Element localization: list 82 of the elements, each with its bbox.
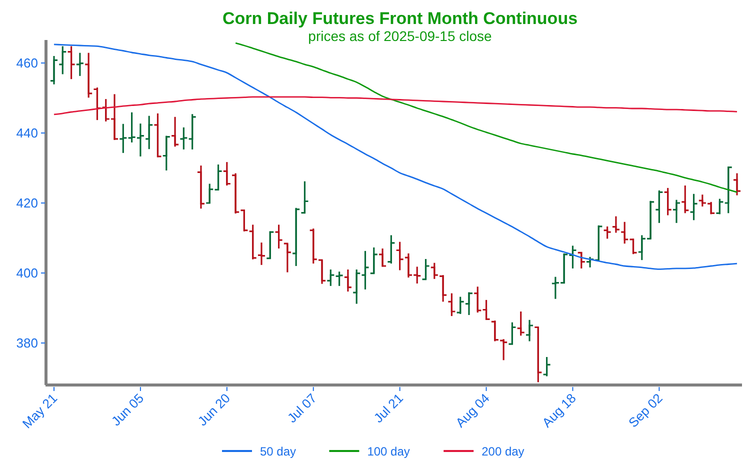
candlestick [162,135,171,172]
candlestick [386,234,396,264]
candlestick [516,310,526,336]
candlestick [326,268,335,287]
candlestick [586,256,594,268]
y-tick-label: 380 [16,336,38,350]
chart-subtitle: prices as of 2025-09-15 close [308,28,492,44]
candlestick [58,45,67,75]
candlestick [542,356,552,378]
candlestick [50,55,58,86]
candlestick [352,268,361,305]
candlestick [525,319,534,342]
candlestick [620,221,629,244]
candlestick [508,322,517,345]
legend-label: 100 day [367,444,410,458]
candlestick [680,184,690,214]
x-tick-label: Jun 05 [108,390,147,429]
candlestick [370,246,378,274]
candlestick [715,198,724,215]
candlestick [170,116,180,148]
candlestick [672,199,681,224]
line-series [53,96,738,116]
candlestick [724,166,733,214]
candlestick [689,193,698,221]
candlestick [266,230,274,260]
candlestick [603,226,612,240]
candlestick [188,113,197,150]
candlestick [153,112,162,158]
candlestick [378,248,387,268]
candlestick [283,242,292,274]
candlestick [464,291,474,316]
candlestick [214,164,223,192]
candlestick [654,190,664,224]
x-tick-label: Aug 04 [452,390,492,430]
candlestick [231,172,240,214]
candlestick [360,250,370,290]
x-tick-label: Jul 07 [284,390,320,426]
candlestick [274,224,284,250]
candlestick [222,161,232,186]
candlestick [335,270,344,287]
candlestick [594,224,603,261]
candlestick [257,242,266,266]
candlestick [144,115,154,150]
candlestick [92,86,102,121]
candlestick [456,296,465,315]
candlestick [421,258,430,280]
candlestick [248,224,258,260]
chart-title: Corn Daily Futures Front Month Continuous [222,9,578,28]
candlestick [196,164,206,210]
candlestick [118,123,128,154]
candlestick [84,52,93,98]
x-tick-label: Aug 18 [539,390,579,430]
y-tick-label: 460 [16,56,38,70]
x-tick-label: Jun 20 [194,390,234,429]
y-tick-label: 440 [16,126,38,140]
candlestick [577,251,586,270]
x-tick-label: May 21 [19,390,60,432]
candlestick [447,292,456,317]
y-tick-label: 420 [16,196,38,210]
candlestick [732,172,742,196]
x-tick-label: Jul 21 [370,390,406,426]
candlestick [292,207,300,267]
candlestick [66,45,76,80]
y-tick-label: 400 [16,266,38,280]
candlestick [534,326,542,383]
candlestick [473,286,482,314]
candlestick [482,299,491,321]
candlestick [205,182,214,204]
candlestick [628,238,638,255]
x-tick-label: Sep 02 [626,390,666,430]
candlestick [612,216,620,234]
candlestick [76,52,84,77]
candlestick [240,208,249,232]
legend-label: 200 day [482,444,524,458]
legend-label: 50 day [260,444,296,458]
candlestick [344,268,352,292]
line-series [234,42,738,193]
line-series [53,44,738,270]
candlestick [179,126,188,150]
candlestick [396,241,404,271]
candlestick [300,180,310,214]
candlestick [664,187,672,216]
